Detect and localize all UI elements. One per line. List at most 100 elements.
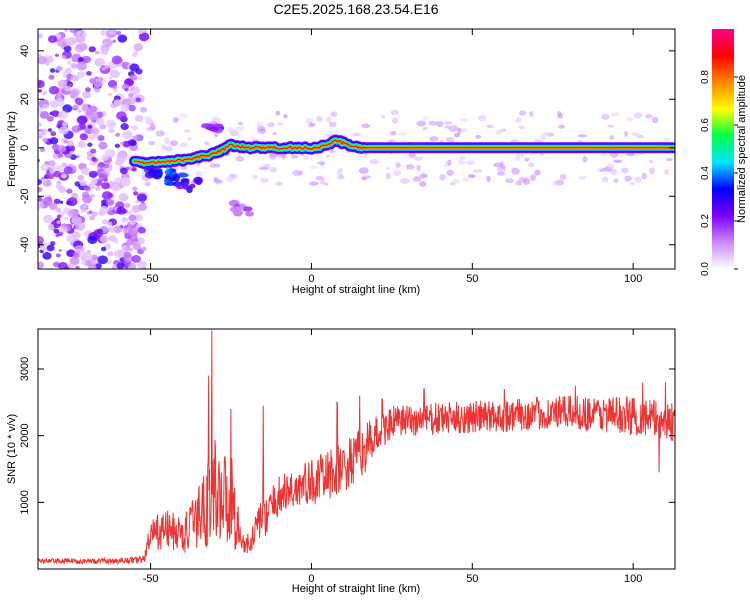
faint-speck xyxy=(451,178,461,184)
noise-speck xyxy=(85,185,90,190)
noise-speck xyxy=(61,121,69,127)
noise-speck xyxy=(82,251,93,261)
faint-speck xyxy=(390,109,400,116)
noise-speck xyxy=(131,254,141,263)
faint-speck xyxy=(165,146,173,152)
faint-speck xyxy=(610,168,618,175)
faint-speck xyxy=(422,126,428,131)
faint-speck xyxy=(179,142,189,148)
faint-speck xyxy=(422,116,429,121)
noise-speck xyxy=(87,124,93,129)
faint-speck xyxy=(609,135,614,140)
ridge-core xyxy=(133,139,675,165)
noise-speck xyxy=(129,74,138,81)
faint-speck xyxy=(275,181,283,186)
noise-speck xyxy=(104,64,110,69)
noise-speck xyxy=(105,198,115,206)
noise-speck xyxy=(100,246,107,252)
noise-speck xyxy=(64,216,69,221)
faint-speck xyxy=(183,129,191,133)
noise-speck xyxy=(87,235,98,245)
noise-speck xyxy=(90,178,98,185)
y-tick-label: 0 xyxy=(19,145,31,151)
noise-speck xyxy=(63,139,69,144)
faint-speck xyxy=(172,117,180,124)
faint-speck xyxy=(651,116,659,124)
faint-speck xyxy=(529,174,537,181)
noise-speck xyxy=(99,123,107,130)
spectral-blob xyxy=(177,172,189,178)
faint-speck xyxy=(448,125,459,132)
noise-speck xyxy=(138,203,147,211)
spectral-blob xyxy=(213,123,224,128)
faint-speck xyxy=(256,124,261,132)
noise-speck xyxy=(137,76,143,81)
noise-speck xyxy=(87,142,93,147)
noise-speck xyxy=(117,34,128,43)
noise-speck xyxy=(119,141,124,145)
noise-speck xyxy=(82,191,90,198)
noise-speck xyxy=(96,228,104,234)
noise-speck xyxy=(66,140,74,147)
noise-speck xyxy=(108,76,113,80)
faint-speck xyxy=(457,127,462,135)
noise-speck xyxy=(108,128,115,134)
faint-speck xyxy=(557,113,563,119)
noise-speck xyxy=(42,90,48,96)
noise-speck xyxy=(139,106,148,113)
noise-speck xyxy=(107,29,116,36)
noise-speck xyxy=(66,37,77,46)
colorbar-tick-label: 0.8 xyxy=(700,70,711,84)
spectral-blob xyxy=(148,168,157,177)
faint-speck xyxy=(213,163,221,168)
faint-speck xyxy=(534,169,541,176)
noise-speck xyxy=(53,198,61,204)
x-tick-label: -50 xyxy=(143,573,159,585)
faint-speck xyxy=(275,110,281,116)
noise-speck xyxy=(128,262,137,269)
faint-speck xyxy=(663,168,670,176)
faint-speck xyxy=(163,137,170,145)
noise-speck xyxy=(101,182,110,190)
noise-speck xyxy=(39,147,46,153)
noise-speck xyxy=(58,261,68,269)
faint-speck xyxy=(330,111,338,117)
noise-speck xyxy=(59,226,68,233)
noise-speck xyxy=(108,226,117,233)
noise-speck xyxy=(42,137,48,143)
noise-speck xyxy=(95,117,105,126)
faint-speck xyxy=(518,110,527,117)
noise-speck xyxy=(75,155,80,159)
noise-speck xyxy=(113,99,122,107)
faint-speck xyxy=(408,152,417,158)
faint-speck xyxy=(529,111,534,118)
spectrogram-heatmap xyxy=(38,29,675,269)
faint-speck xyxy=(462,178,470,182)
noise-speck xyxy=(90,193,96,198)
noise-speck xyxy=(98,141,108,150)
noise-speck xyxy=(88,134,96,141)
noise-speck xyxy=(69,256,80,266)
noise-speck xyxy=(132,243,142,251)
snr-frame xyxy=(37,328,676,570)
noise-speck xyxy=(139,30,144,35)
faint-speck xyxy=(621,167,629,174)
faint-speck xyxy=(648,159,654,164)
noise-speck xyxy=(116,153,128,163)
noise-speck xyxy=(128,214,137,222)
noise-speck xyxy=(91,211,98,217)
noise-speck xyxy=(112,185,120,192)
noise-speck xyxy=(76,61,88,71)
faint-speck xyxy=(641,172,647,180)
faint-speck xyxy=(325,154,331,158)
noise-speck xyxy=(69,150,74,155)
noise-speck xyxy=(38,179,43,186)
faint-speck xyxy=(269,166,278,173)
noise-speck xyxy=(121,217,129,223)
noise-speck xyxy=(42,252,52,260)
faint-speck xyxy=(446,169,454,176)
noise-speck xyxy=(113,88,118,92)
noise-speck xyxy=(61,162,67,168)
noise-speck xyxy=(38,261,45,269)
